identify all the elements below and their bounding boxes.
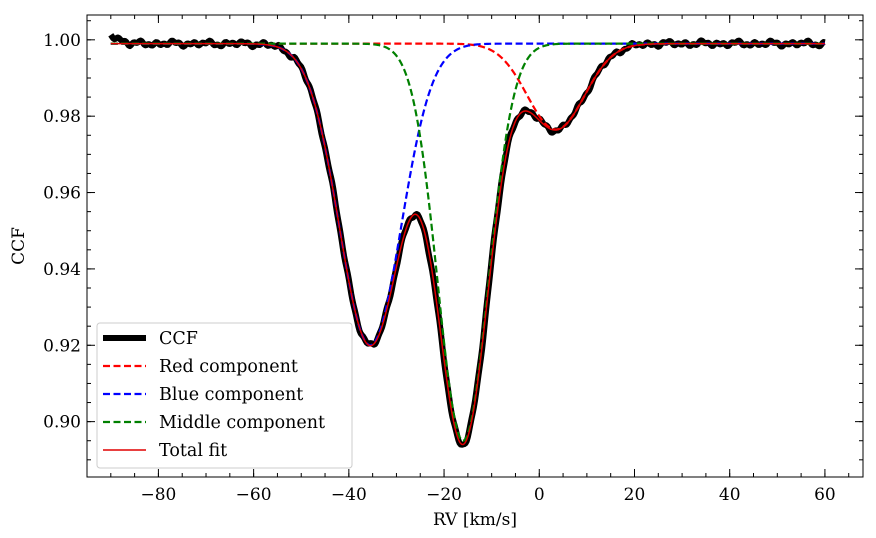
y-axis-label: CCF — [9, 227, 29, 265]
legend-label: Total fit — [159, 441, 227, 461]
legend-label: Middle component — [159, 413, 325, 433]
x-tick-label: −40 — [331, 485, 367, 505]
legend-item: CCF — [103, 329, 198, 349]
x-tick-label: 20 — [624, 485, 646, 505]
legend-item: Red component — [103, 357, 298, 377]
y-tick-label: 0.90 — [43, 413, 81, 433]
x-tick-label: 60 — [814, 485, 836, 505]
x-tick-labels: −80 −60 −40 −20 0 20 40 60 — [140, 485, 835, 505]
series-layer — [108, 33, 827, 448]
legend-item: Total fit — [103, 441, 227, 461]
legend-item: Middle component — [103, 413, 325, 433]
series-total-fit — [110, 42, 825, 446]
x-tick-label: −20 — [426, 485, 462, 505]
x-tick-label: −80 — [140, 485, 176, 505]
y-tick-labels: 0.90 0.92 0.94 0.96 0.98 1.00 — [43, 31, 81, 433]
y-tick-label: 0.92 — [43, 336, 81, 356]
major-ticks — [87, 15, 863, 477]
legend-label: Red component — [159, 357, 298, 377]
plot-frame — [86, 14, 864, 478]
y-tick-label: 1.00 — [43, 31, 81, 51]
y-tick-label: 0.96 — [43, 184, 81, 204]
x-tick-label: −60 — [236, 485, 272, 505]
x-tick-label: 40 — [719, 485, 741, 505]
y-tick-label: 0.94 — [43, 260, 81, 280]
legend-label: Blue component — [159, 385, 303, 405]
legend-box — [96, 322, 353, 469]
legend-item: Blue component — [103, 385, 303, 405]
x-tick-label: 0 — [534, 485, 545, 505]
x-axis-label: RV [km/s] — [433, 510, 517, 530]
y-tick-label: 0.98 — [43, 107, 81, 127]
legend: CCF Red component Blue component Middle com… — [96, 322, 353, 469]
legend-label: CCF — [159, 329, 198, 349]
